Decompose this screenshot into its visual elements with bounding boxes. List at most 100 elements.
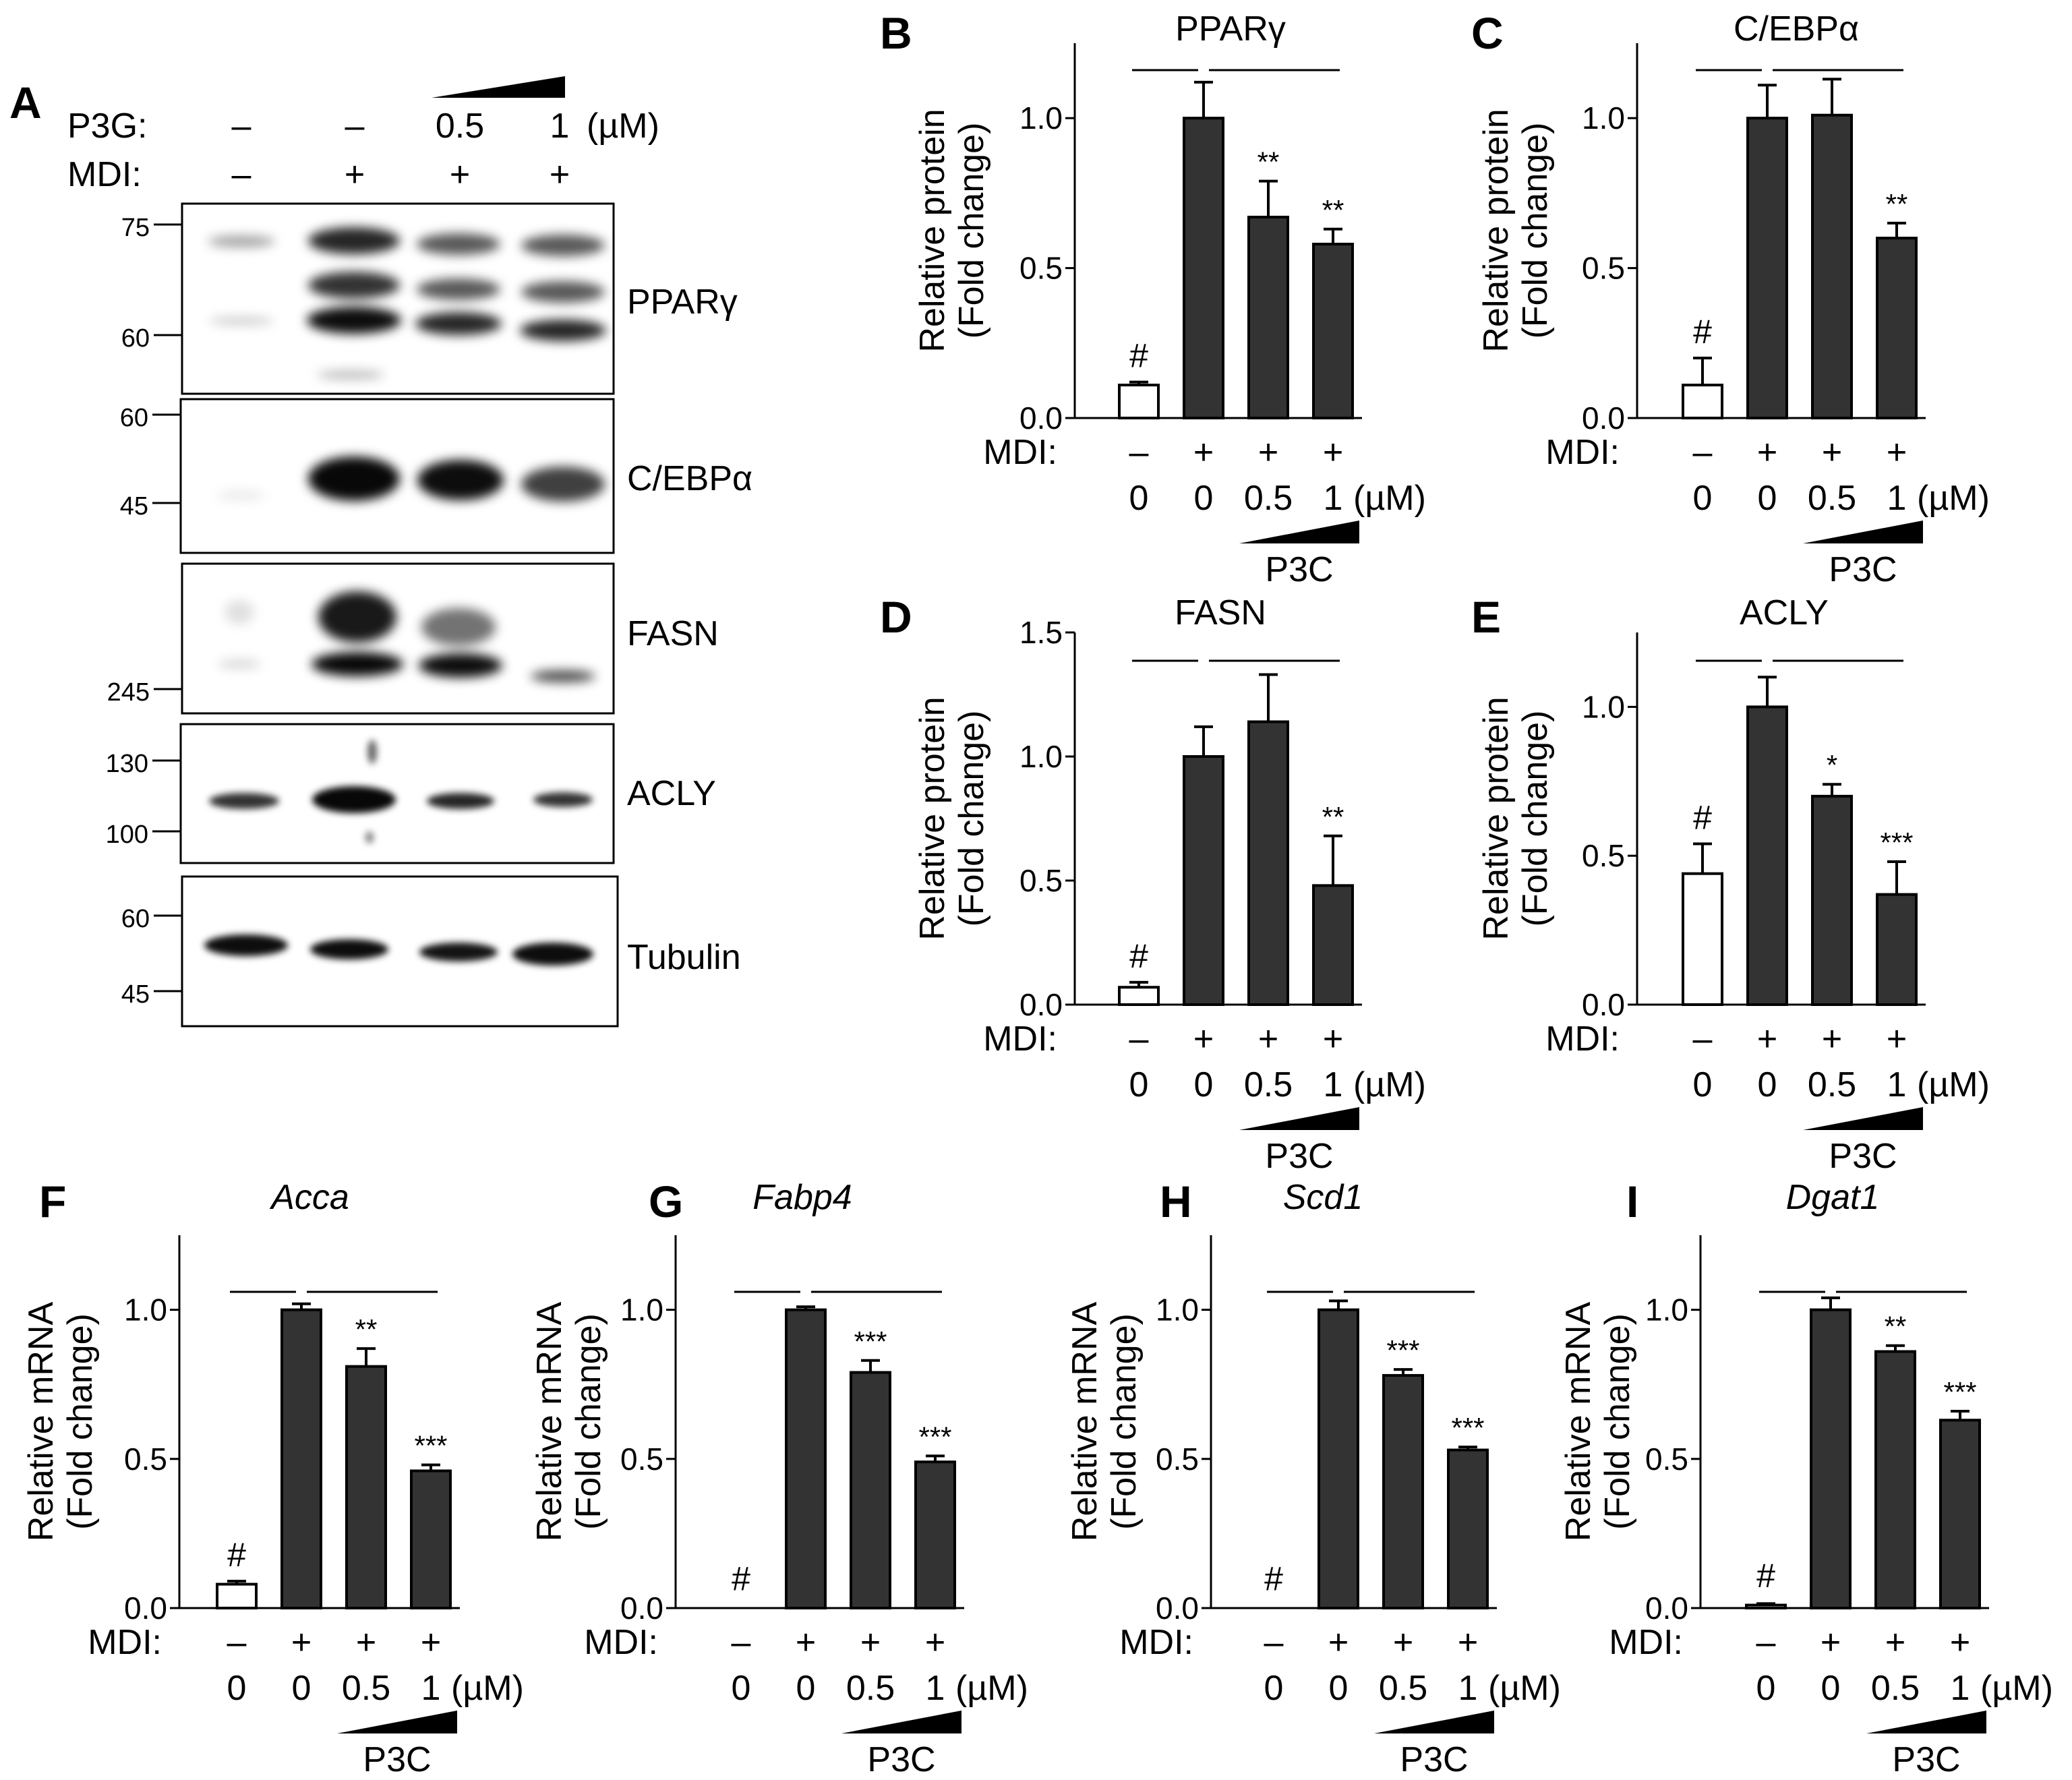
dose-value: 0 [1758,1065,1777,1104]
chart-panel-h: H Scd1 0.0 0.5 1.0 Relative mRNA (Fold change)… [1065,1177,1561,1779]
chart-title: Scd1 [1283,1178,1363,1217]
chart-title: Acca [269,1178,349,1217]
dose-value: 0 [1821,1669,1841,1708]
treatment-mdi-lane-1: – [232,155,251,194]
mdi-value: – [1264,1623,1284,1662]
panel-letter: H [1160,1177,1192,1226]
dose-value: 0 [732,1669,751,1708]
y-axis-label: (Fold change) [1516,123,1555,339]
dose-value: 0 [796,1669,816,1708]
significance-label: ** [1885,1311,1907,1342]
y-tick-label: 1.0 [1019,739,1063,774]
bar [785,1308,827,1609]
treatment-label-p3g: P3G: [67,107,148,146]
bar [1939,1419,1981,1610]
mdi-value: + [1757,433,1777,472]
significance-label: ** [1257,146,1280,178]
mw-marker: 45 [120,492,148,521]
bar [850,1371,891,1610]
mdi-value: + [1887,433,1907,472]
y-tick-label: 1.0 [1019,100,1063,136]
dose-value: 1 [1887,1065,1907,1104]
drug-label: P3C [1892,1740,1960,1779]
mdi-value: + [1885,1623,1905,1662]
chart-title: C/EBPα [1734,9,1859,49]
mdi-value: + [1258,1019,1278,1059]
mdi-value: + [860,1623,881,1662]
mdi-row-label: MDI: [1545,433,1620,472]
bar [1247,720,1289,1006]
dose-unit: (µM) [1917,479,1990,518]
dose-wedge [1803,1107,1923,1130]
dose-value: 1 [1951,1669,1970,1708]
y-axis-label: (Fold change) [952,123,991,339]
bar [1811,794,1853,1006]
dose-value: 0.5 [1871,1669,1920,1708]
blot-cebpa: 60 45 C/EBPα [120,398,752,554]
significance-label: *** [918,1421,951,1452]
blot-bands [209,740,593,843]
y-tick-label: 1.5 [1019,615,1063,650]
y-tick-label: 1.0 [124,1293,167,1328]
dose-value: 0 [1693,479,1713,518]
treatment-mdi-lane-4: + [550,155,570,194]
dose-unit: (µM) [1488,1669,1561,1708]
bar [1318,1308,1359,1609]
mdi-value: + [1258,433,1278,472]
significance-label: # [1756,1557,1775,1595]
dose-unit: (µM) [955,1669,1028,1708]
y-tick-label: 0.5 [1156,1442,1199,1477]
dose-value: 1 [1887,479,1907,518]
y-tick-label: 0.0 [1582,987,1625,1022]
dose-value: 0 [292,1669,312,1708]
panel-letter: I [1626,1177,1638,1226]
significance-label: # [1264,1560,1283,1598]
y-axis-label: (Fold change) [1104,1313,1144,1530]
mdi-value: – [1129,433,1149,472]
significance-label: ** [1322,194,1344,226]
dose-value: 0.5 [1244,1065,1293,1104]
dose-value: 0 [1194,1065,1214,1104]
panel-letter: G [649,1177,683,1226]
significance-label: *** [854,1326,887,1357]
dose-value: 0 [1264,1669,1284,1708]
mw-marker: 245 [107,678,150,707]
bar [1682,872,1723,1007]
y-axis-label: Relative protein [913,696,952,940]
drug-label: P3C [1829,1137,1897,1176]
dose-value: 1 [1324,479,1343,518]
mdi-value: + [1822,1019,1842,1059]
blot-bands [204,934,593,966]
mw-marker: 45 [121,980,150,1009]
y-axis-label: (Fold change) [61,1313,100,1530]
mdi-value: + [796,1623,816,1662]
mdi-value: + [1757,1019,1777,1059]
y-axis-label: Relative protein [1477,696,1516,940]
significance-label: # [732,1560,750,1598]
dose-value: 0.5 [342,1669,390,1708]
mdi-row-label: MDI: [88,1623,162,1662]
dose-value: 1 [926,1669,945,1708]
drug-label: P3C [1829,550,1897,589]
y-tick-label: 0.0 [620,1591,663,1626]
dose-value: 0 [1329,1669,1349,1708]
bar [1118,986,1160,1006]
dose-value: 0 [1129,1065,1149,1104]
mdi-value: + [1950,1623,1970,1662]
y-tick-label: 0.5 [1019,251,1063,286]
mdi-value: + [1323,433,1343,472]
mdi-value: + [1193,1019,1214,1059]
y-tick-label: 0.5 [1582,838,1625,873]
mdi-row-label: MDI: [1609,1623,1683,1662]
bar [1312,243,1354,419]
mw-marker: 75 [121,214,150,242]
mdi-value: + [291,1623,312,1662]
mdi-value: + [1323,1019,1343,1059]
mw-marker: 60 [121,905,150,933]
dose-value: 0.5 [1808,479,1856,518]
blot-bands [218,456,605,502]
chart-panel-f: F Acca 0.0 0.5 1.0 Relative mRNA (Fold change)… [22,1177,524,1779]
mdi-value: – [1693,1019,1713,1059]
y-tick-label: 1.0 [620,1293,663,1328]
blot-fasn: 245 FASN [107,562,719,715]
